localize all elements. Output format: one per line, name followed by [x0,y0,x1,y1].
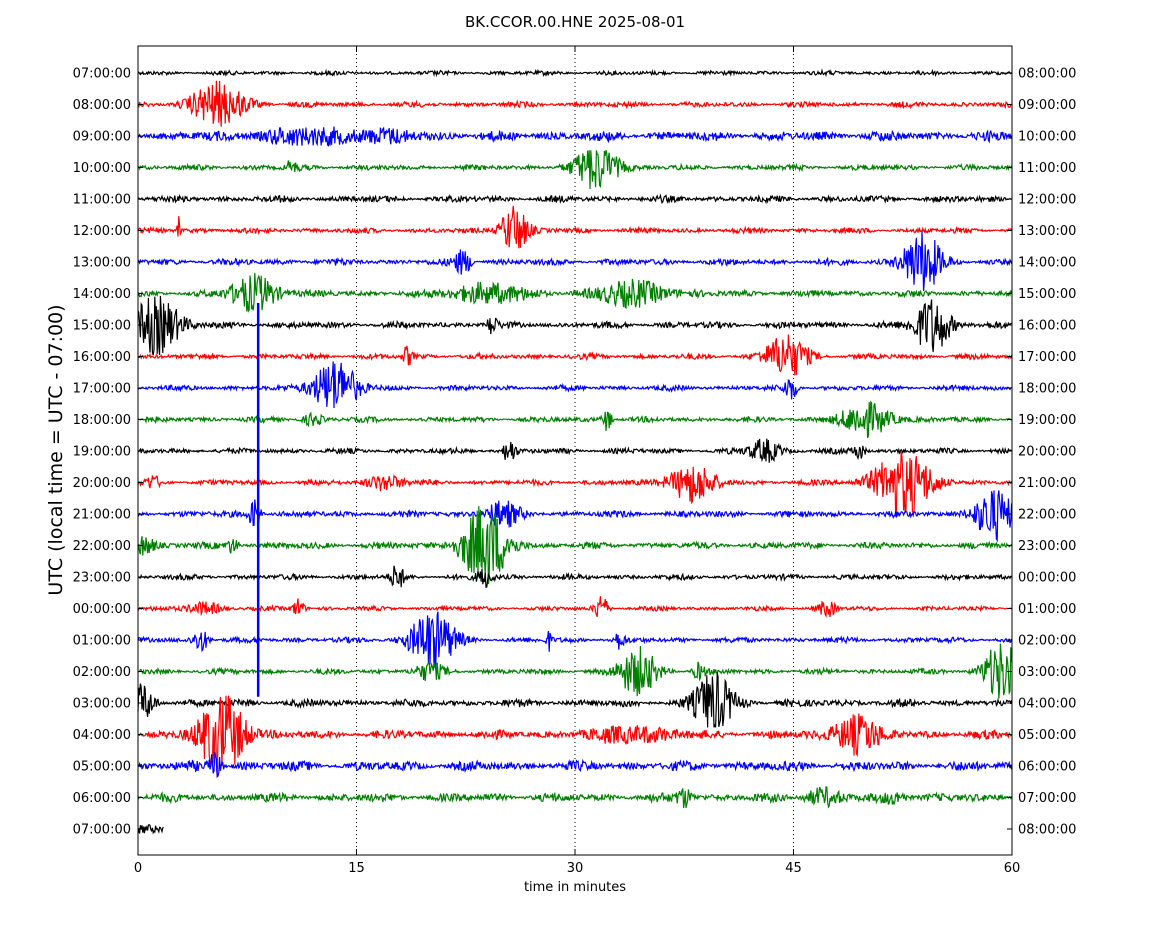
y-tick-label-left: 19:00:00 [73,445,131,460]
y-axis-labels-left: 07:00:00 08:00:00 09:00:00 10:00:00 11:00:00… [73,67,143,838]
chart-title: BK.CCOR.00.HNE 2025-08-01 [465,13,685,31]
y-axis-labels-right: 08:00:00 09:00:00 10:00:00 11:00:00 12:00:00… [1007,67,1076,838]
trace-row [137,193,1012,205]
y-tick-label-left: 10:00:00 [73,161,131,176]
trace-row [137,451,1013,514]
y-tick-label-left: 05:00:00 [73,760,131,775]
trace-row [137,824,164,835]
x-tick-label: 60 [1004,861,1021,876]
y-tick-label-right: 06:00:00 [1018,760,1076,775]
trace-row [137,272,1013,313]
trace-row [137,786,1013,809]
y-tick-label-right: 14:00:00 [1018,256,1076,271]
y-tick-label-left: 06:00:00 [73,791,131,806]
trace-row [137,205,1013,249]
y-tick-label-left: 00:00:00 [73,602,131,617]
y-tick-label-left: 02:00:00 [73,665,131,680]
trace-row [137,695,1013,777]
seismic-traces [137,68,1013,835]
y-tick-label-right: 16:00:00 [1018,319,1076,334]
y-tick-label-right: 02:00:00 [1018,634,1076,649]
y-tick-label-left: 07:00:00 [73,823,131,838]
x-tick-label: 0 [134,861,142,876]
x-axis-ticks: 0 15 30 45 60 [134,46,1020,876]
y-tick-label-left: 07:00:00 [73,67,131,82]
y-tick-label-right: 00:00:00 [1018,571,1076,586]
x-tick-label: 45 [785,861,802,876]
y-tick-label-left: 15:00:00 [73,319,131,334]
y-tick-label-right: 15:00:00 [1018,287,1076,302]
x-tick-label: 15 [348,861,365,876]
y-tick-label-right: 08:00:00 [1018,67,1076,82]
y-tick-label-right: 10:00:00 [1018,130,1076,145]
y-tick-label-left: 12:00:00 [73,224,131,239]
y-tick-label-right: 09:00:00 [1018,98,1076,113]
y-tick-label-right: 12:00:00 [1018,193,1076,208]
trace-row [137,672,1013,728]
x-tick-label: 30 [567,861,584,876]
trace-row [137,126,1013,147]
y-tick-label-right: 05:00:00 [1018,728,1076,743]
y-tick-label-right: 04:00:00 [1018,697,1076,712]
trace-row [137,506,1013,585]
y-tick-label-left: 01:00:00 [73,634,131,649]
y-tick-label-right: 17:00:00 [1018,350,1076,365]
y-tick-label-right: 21:00:00 [1018,476,1076,491]
trace-row [137,230,1013,291]
y-tick-label-right: 20:00:00 [1018,445,1076,460]
y-tick-label-left: 09:00:00 [73,130,131,145]
y-tick-label-right: 18:00:00 [1018,382,1076,397]
y-tick-label-right: 19:00:00 [1018,413,1076,428]
y-tick-label-right: 13:00:00 [1018,224,1076,239]
y-tick-label-right: 01:00:00 [1018,602,1076,617]
trace-row [137,643,1013,699]
trace-row [137,361,1012,409]
y-tick-label-right: 03:00:00 [1018,665,1076,680]
y-tick-label-left: 21:00:00 [73,508,131,523]
y-tick-label-left: 16:00:00 [73,350,131,365]
y-tick-label-left: 20:00:00 [73,476,131,491]
y-tick-label-right: 22:00:00 [1018,508,1076,523]
trace-row [137,295,1012,356]
trace-row [137,400,1012,439]
y-tick-label-right: 08:00:00 [1018,823,1076,838]
trace-row [137,490,1013,543]
y-tick-label-left: 13:00:00 [73,256,131,271]
y-tick-label-left: 23:00:00 [73,571,131,586]
y-tick-label-left: 17:00:00 [73,382,131,397]
y-tick-label-left: 18:00:00 [73,413,131,428]
y-tick-label-left: 22:00:00 [73,539,131,554]
trace-row [138,150,1013,190]
x-axis-label: time in minutes [524,880,626,895]
trace-row [137,438,1012,463]
y-tick-label-right: 11:00:00 [1018,161,1076,176]
y-tick-label-left: 11:00:00 [73,193,131,208]
y-tick-label-left: 04:00:00 [73,728,131,743]
trace-row [137,611,1013,670]
y-tick-label-left: 14:00:00 [73,287,131,302]
y-tick-label-right: 07:00:00 [1018,791,1076,806]
trace-row [137,752,1013,778]
y-tick-label-left: 08:00:00 [73,98,131,113]
y-tick-label-right: 23:00:00 [1018,539,1076,554]
trace-row [137,68,1013,78]
trace-row [137,565,1012,588]
trace-row [137,334,1013,376]
y-axis-label: UTC (local time = UTC - 07:00) [45,304,67,595]
y-tick-label-left: 03:00:00 [73,697,131,712]
trace-row [137,80,1012,127]
trace-row [137,596,1013,618]
